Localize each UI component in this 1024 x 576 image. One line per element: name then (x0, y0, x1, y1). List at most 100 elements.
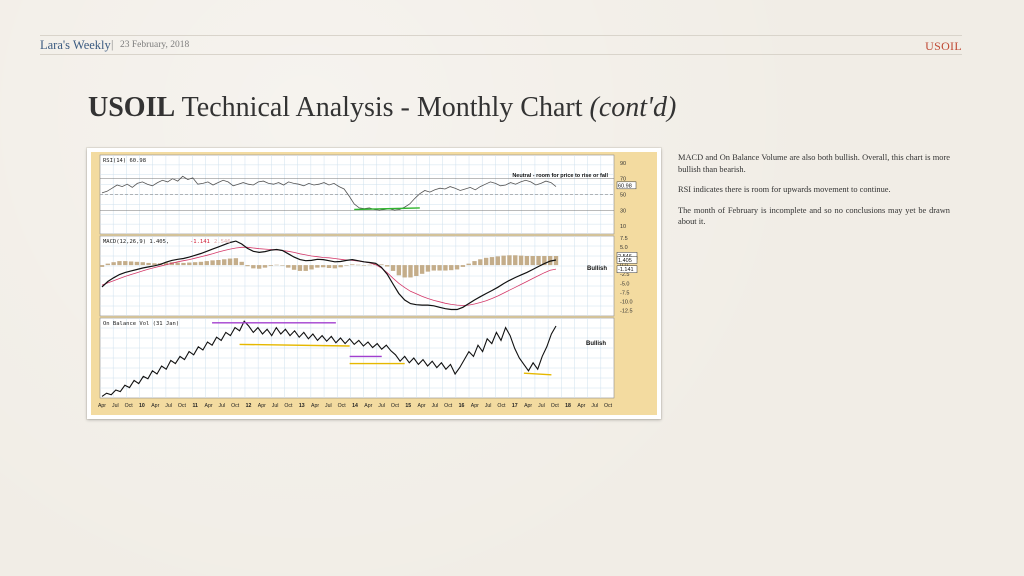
macd-tick-label: -2.5 (620, 272, 629, 278)
rsi-tick-label: 90 (620, 161, 626, 167)
obv-yellow-support-line (239, 343, 350, 347)
analysis-notes: MACD and On Balance Volume are also both… (678, 152, 950, 237)
macd-histogram-bar (303, 265, 308, 271)
macd-histogram-bar (123, 261, 128, 266)
x-tick-label: Apr (577, 403, 585, 409)
macd-histogram-bar (140, 262, 145, 266)
macd-histogram-bar (437, 265, 442, 271)
x-tick-label: Oct (551, 403, 560, 409)
macd-histogram-bar (274, 264, 279, 266)
rsi-value-text: 60.98 (618, 183, 632, 189)
x-tick-label: Apr (204, 403, 212, 409)
x-tick-label: Apr (364, 403, 372, 409)
x-tick-label: Jul (272, 403, 279, 409)
x-tick-label: Jul (112, 403, 119, 409)
macd-histogram-bar (332, 265, 338, 269)
macd-histogram-bar (495, 256, 500, 266)
obv-annotation: Bullish (586, 341, 606, 347)
macd-histogram-bar (425, 265, 431, 272)
macd-tick-label: -12.5 (620, 309, 633, 315)
macd-histogram-bar (355, 264, 361, 266)
x-tick-label: Apr (471, 403, 479, 409)
x-tick-label: Oct (231, 403, 240, 409)
rsi-label: RSI(14) 60.98 (103, 158, 146, 164)
header-separator: | (111, 37, 114, 51)
x-tick-label: Apr (418, 403, 426, 409)
header-ticker: USOIL (925, 39, 962, 53)
chart-frame: RSI(14) 60.98 Neutral - room for price to… (87, 148, 661, 419)
macd-tick-label: -5.0 (620, 281, 629, 287)
title-bold: USOIL (88, 92, 176, 123)
macd-histogram-bar (478, 259, 483, 266)
macd-histogram-bar (419, 265, 425, 274)
macd-histogram-bar (501, 255, 506, 266)
macd-histogram-bar (414, 265, 419, 276)
x-tick-label: Oct (391, 403, 400, 409)
x-tick-label: 16 (459, 403, 465, 409)
x-tick-label: Oct (284, 403, 293, 409)
x-tick-label: Oct (497, 403, 506, 409)
macd-label: MACD(12,26,9) 1.405, (103, 239, 169, 245)
chart-image: RSI(14) 60.98 Neutral - room for price to… (91, 152, 657, 415)
macd-histogram-bar (489, 257, 495, 266)
note-paragraph-3: The month of February is incomplete and … (678, 205, 950, 227)
macd-histogram-bar (111, 262, 116, 266)
x-tick-label: 13 (299, 403, 305, 409)
x-tick-label: Jul (325, 403, 332, 409)
macd-histogram-bar (227, 258, 233, 266)
macd-histogram-bar (361, 265, 367, 266)
macd-histogram-bar (239, 261, 244, 266)
macd-histogram-bar (466, 263, 471, 266)
note-paragraph-1: MACD and On Balance Volume are also both… (678, 153, 950, 174)
macd-label-value: -1.141 (190, 239, 210, 245)
x-tick-label: 11 (192, 403, 198, 409)
macd-histogram-bar (134, 261, 140, 266)
macd-value-text: 1.405 (618, 258, 632, 264)
macd-histogram-bar (431, 265, 436, 271)
macd-histogram-bar (146, 262, 151, 266)
title-plain: Technical Analysis - Monthly Chart (181, 92, 583, 123)
rsi-green-trendline (354, 207, 420, 211)
macd-histogram-bar (280, 265, 285, 266)
macd-histogram-bar (152, 263, 157, 266)
x-tick-label: Jul (591, 403, 598, 409)
macd-histogram-bar (99, 265, 105, 267)
macd-histogram-bar (163, 262, 169, 266)
x-tick-label: Jul (219, 403, 226, 409)
macd-histogram-bar (530, 256, 535, 266)
rsi-tick-label: 70 (620, 177, 626, 183)
macd-histogram-bar (518, 255, 524, 266)
x-tick-label: 14 (352, 403, 358, 409)
x-tick-label: Apr (258, 403, 266, 409)
obv-label: On Balance Vol (31 Jan) (103, 321, 179, 327)
macd-histogram-bar (472, 261, 477, 266)
macd-histogram-bar (192, 262, 198, 266)
macd-histogram-bar (326, 265, 332, 268)
rsi-annotation: Neutral - room for price to rise or fall (512, 173, 608, 179)
page-title: USOIL Technical Analysis - Monthly Chart… (88, 92, 676, 124)
rsi-tick-label: 50 (620, 193, 626, 199)
x-tick-label: Oct (338, 403, 347, 409)
x-tick-label: 17 (512, 403, 518, 409)
macd-histogram-bar (320, 265, 326, 268)
macd-histogram-bar (315, 265, 320, 268)
macd-histogram-bar (198, 261, 204, 266)
macd-histogram-bar (251, 265, 256, 269)
macd-label-extra: 2.546 (214, 239, 231, 245)
macd-histogram-bar (449, 265, 454, 271)
obv-line (101, 320, 557, 397)
x-tick-label: 12 (246, 403, 252, 409)
macd-histogram-bar (483, 257, 489, 266)
x-tick-label: Jul (538, 403, 545, 409)
macd-histogram-bar (379, 264, 384, 266)
x-tick-label: Jul (432, 403, 439, 409)
x-tick-label: Jul (378, 403, 385, 409)
x-tick-label: Oct (444, 403, 453, 409)
x-tick-label: Apr (98, 403, 106, 409)
macd-histogram-bar (222, 259, 227, 266)
macd-histogram-bar (367, 264, 372, 266)
x-tick-label: Oct (178, 403, 187, 409)
note-paragraph-2: RSI indicates there is room for upwards … (678, 185, 891, 195)
macd-tick-label: 5.0 (620, 245, 628, 251)
macd-histogram-bar (542, 256, 547, 266)
